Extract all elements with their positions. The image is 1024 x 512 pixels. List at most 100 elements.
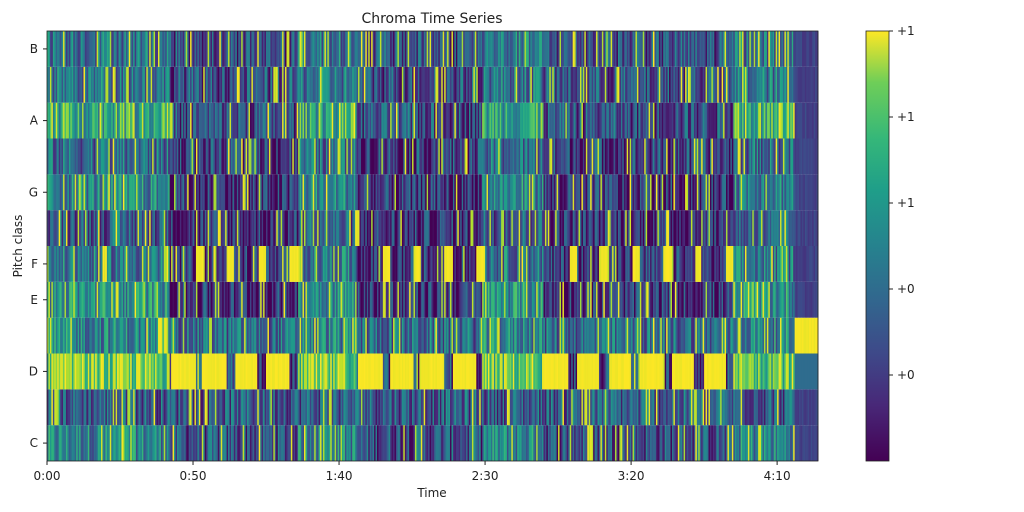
heatmap-cell — [51, 138, 54, 175]
heatmap-cell — [523, 210, 525, 246]
heatmap-cell — [188, 281, 191, 318]
heatmap-cell — [80, 174, 83, 211]
heatmap-cell — [797, 281, 800, 318]
heatmap-cell — [374, 246, 376, 282]
heatmap-cell — [390, 174, 393, 211]
heatmap-cell — [228, 174, 230, 211]
heatmap-cell — [473, 174, 476, 211]
heatmap-cell — [723, 174, 725, 211]
heatmap-cell — [159, 102, 162, 139]
heatmap-cell — [655, 174, 658, 211]
heatmap-cell — [523, 246, 525, 282]
heatmap-cell — [92, 210, 95, 246]
heatmap-cell — [505, 317, 508, 354]
heatmap-cell — [544, 174, 547, 211]
heatmap-cell — [801, 138, 804, 175]
heatmap-cell — [515, 425, 518, 461]
heatmap-cell — [251, 317, 254, 354]
heatmap-cell — [432, 174, 435, 211]
heatmap-cell — [682, 174, 685, 211]
heatmap-cell — [222, 210, 225, 246]
heatmap-cell — [606, 353, 609, 390]
heatmap-cell — [228, 138, 230, 175]
heatmap-cell — [555, 210, 558, 246]
heatmap-cell — [800, 138, 803, 175]
heatmap-cell — [188, 317, 191, 354]
heatmap-cell — [248, 174, 251, 211]
heatmap-cell — [156, 425, 159, 461]
heatmap-cell — [336, 174, 338, 211]
heatmap-cell — [698, 138, 701, 175]
heatmap-cell — [276, 246, 279, 282]
heatmap-cell — [48, 246, 51, 282]
heatmap-cell — [304, 102, 306, 139]
heatmap-cell — [378, 138, 381, 175]
heatmap-cell — [683, 174, 686, 211]
heatmap-cell — [133, 389, 136, 426]
heatmap-cell — [344, 102, 347, 139]
heatmap-cell — [181, 353, 184, 390]
heatmap-cell — [96, 389, 99, 426]
heatmap-cell — [109, 246, 112, 282]
heatmap-cell — [638, 246, 641, 282]
heatmap-cell — [774, 389, 777, 426]
heatmap-cell — [785, 317, 788, 354]
heatmap-cell — [377, 425, 379, 461]
heatmap-cell — [245, 281, 248, 318]
heatmap-cell — [124, 138, 127, 175]
heatmap-cell — [347, 246, 350, 282]
heatmap-cell — [87, 246, 90, 282]
heatmap-cell — [407, 353, 410, 390]
heatmap-cell — [463, 174, 466, 211]
heatmap-cell — [102, 102, 105, 139]
heatmap-cell — [460, 281, 463, 318]
heatmap-cell — [471, 210, 474, 246]
heatmap-cell — [204, 425, 207, 461]
heatmap-cell — [733, 138, 736, 175]
heatmap-cell — [739, 425, 742, 461]
heatmap-cell — [213, 210, 216, 246]
heatmap-cell — [696, 246, 699, 282]
heatmap-cell — [652, 246, 655, 282]
heatmap-cell — [781, 174, 784, 211]
heatmap-cell — [292, 210, 295, 246]
heatmap-cell — [378, 281, 381, 318]
heatmap-cell — [479, 425, 482, 461]
heatmap-cell — [683, 210, 686, 246]
heatmap-cell — [395, 281, 398, 318]
heatmap-cell — [547, 210, 550, 246]
heatmap-cell — [328, 174, 331, 211]
heatmap-cell — [572, 174, 575, 211]
heatmap-cell — [625, 353, 628, 390]
heatmap-cell — [609, 281, 612, 318]
heatmap-cell — [388, 174, 391, 211]
heatmap-cell — [707, 353, 709, 390]
heatmap-cell — [400, 281, 403, 318]
heatmap-cell — [400, 389, 403, 426]
heatmap-cell — [228, 317, 230, 354]
heatmap-cell — [517, 246, 520, 282]
heatmap-cell — [590, 425, 593, 461]
heatmap-cell — [666, 174, 668, 211]
heatmap-cell — [692, 353, 695, 390]
heatmap-cell — [197, 281, 200, 318]
heatmap-cell — [441, 353, 444, 390]
heatmap-cell — [479, 174, 482, 211]
heatmap-cell — [251, 246, 254, 282]
heatmap-cell — [200, 102, 203, 139]
heatmap-cell — [47, 281, 49, 318]
heatmap-cell — [257, 317, 260, 354]
heatmap-cell — [229, 425, 232, 461]
heatmap-cell — [198, 138, 201, 175]
heatmap-cell — [444, 281, 447, 318]
heatmap-cell — [184, 174, 187, 211]
heatmap-cell — [64, 425, 67, 461]
heatmap-cell — [480, 246, 483, 282]
heatmap-cell — [639, 210, 642, 246]
heatmap-cell — [775, 246, 778, 282]
heatmap-cell — [210, 389, 213, 426]
heatmap-cell — [810, 353, 813, 390]
heatmap-cell — [696, 281, 699, 318]
heatmap-cell — [704, 281, 706, 318]
heatmap-cell — [214, 389, 217, 426]
